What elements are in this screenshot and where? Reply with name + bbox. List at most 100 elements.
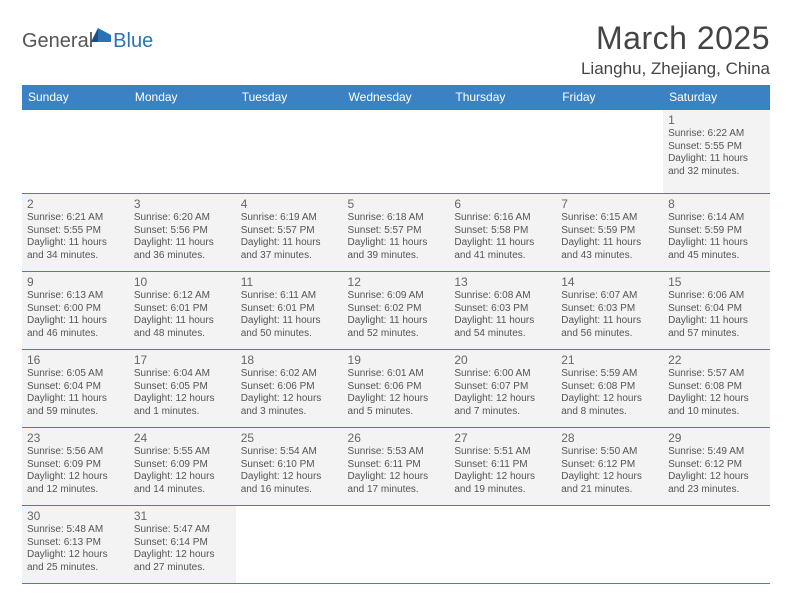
calendar-day-cell: 30Sunrise: 5:48 AMSunset: 6:13 PMDayligh… xyxy=(22,506,129,584)
calendar-day-cell: 5Sunrise: 6:18 AMSunset: 5:57 PMDaylight… xyxy=(343,194,450,272)
day-number: 4 xyxy=(241,197,338,211)
day-info: Sunrise: 5:51 AMSunset: 6:11 PMDaylight:… xyxy=(454,446,551,496)
day-number: 22 xyxy=(668,353,765,367)
day-info: Sunrise: 6:01 AMSunset: 6:06 PMDaylight:… xyxy=(348,368,445,418)
calendar-row: 30Sunrise: 5:48 AMSunset: 6:13 PMDayligh… xyxy=(22,506,770,584)
logo-text-general: General xyxy=(22,30,93,53)
calendar-empty-cell xyxy=(236,110,343,194)
day-info: Sunrise: 6:02 AMSunset: 6:06 PMDaylight:… xyxy=(241,368,338,418)
calendar-row: 1Sunrise: 6:22 AMSunset: 5:55 PMDaylight… xyxy=(22,110,770,194)
day-number: 24 xyxy=(134,431,231,445)
day-info: Sunrise: 5:48 AMSunset: 6:13 PMDaylight:… xyxy=(27,524,124,574)
day-info: Sunrise: 6:08 AMSunset: 6:03 PMDaylight:… xyxy=(454,290,551,340)
day-info: Sunrise: 6:12 AMSunset: 6:01 PMDaylight:… xyxy=(134,290,231,340)
calendar-empty-cell xyxy=(343,110,450,194)
calendar-day-cell: 27Sunrise: 5:51 AMSunset: 6:11 PMDayligh… xyxy=(449,428,556,506)
weekday-header: Thursday xyxy=(449,85,556,110)
day-info: Sunrise: 6:15 AMSunset: 5:59 PMDaylight:… xyxy=(561,212,658,262)
day-info: Sunrise: 5:50 AMSunset: 6:12 PMDaylight:… xyxy=(561,446,658,496)
day-number: 7 xyxy=(561,197,658,211)
day-number: 27 xyxy=(454,431,551,445)
day-number: 15 xyxy=(668,275,765,289)
day-number: 21 xyxy=(561,353,658,367)
day-number: 29 xyxy=(668,431,765,445)
calendar-empty-cell xyxy=(556,506,663,584)
day-number: 31 xyxy=(134,509,231,523)
calendar-empty-cell xyxy=(236,506,343,584)
day-info: Sunrise: 5:59 AMSunset: 6:08 PMDaylight:… xyxy=(561,368,658,418)
calendar-empty-cell xyxy=(343,506,450,584)
weekday-header: Saturday xyxy=(663,85,770,110)
day-info: Sunrise: 6:14 AMSunset: 5:59 PMDaylight:… xyxy=(668,212,765,262)
calendar-day-cell: 1Sunrise: 6:22 AMSunset: 5:55 PMDaylight… xyxy=(663,110,770,194)
day-info: Sunrise: 6:06 AMSunset: 6:04 PMDaylight:… xyxy=(668,290,765,340)
calendar-day-cell: 10Sunrise: 6:12 AMSunset: 6:01 PMDayligh… xyxy=(129,272,236,350)
calendar-day-cell: 28Sunrise: 5:50 AMSunset: 6:12 PMDayligh… xyxy=(556,428,663,506)
day-info: Sunrise: 6:20 AMSunset: 5:56 PMDaylight:… xyxy=(134,212,231,262)
day-info: Sunrise: 5:55 AMSunset: 6:09 PMDaylight:… xyxy=(134,446,231,496)
weekday-header: Tuesday xyxy=(236,85,343,110)
day-number: 1 xyxy=(668,113,765,127)
calendar-day-cell: 23Sunrise: 5:56 AMSunset: 6:09 PMDayligh… xyxy=(22,428,129,506)
day-info: Sunrise: 5:54 AMSunset: 6:10 PMDaylight:… xyxy=(241,446,338,496)
day-number: 11 xyxy=(241,275,338,289)
calendar-day-cell: 6Sunrise: 6:16 AMSunset: 5:58 PMDaylight… xyxy=(449,194,556,272)
day-number: 14 xyxy=(561,275,658,289)
day-info: Sunrise: 5:53 AMSunset: 6:11 PMDaylight:… xyxy=(348,446,445,496)
calendar-row: 9Sunrise: 6:13 AMSunset: 6:00 PMDaylight… xyxy=(22,272,770,350)
calendar-table: SundayMondayTuesdayWednesdayThursdayFrid… xyxy=(22,85,770,584)
calendar-row: 16Sunrise: 6:05 AMSunset: 6:04 PMDayligh… xyxy=(22,350,770,428)
day-number: 9 xyxy=(27,275,124,289)
day-number: 5 xyxy=(348,197,445,211)
weekday-header-row: SundayMondayTuesdayWednesdayThursdayFrid… xyxy=(22,85,770,110)
calendar-empty-cell xyxy=(663,506,770,584)
day-info: Sunrise: 6:18 AMSunset: 5:57 PMDaylight:… xyxy=(348,212,445,262)
calendar-day-cell: 31Sunrise: 5:47 AMSunset: 6:14 PMDayligh… xyxy=(129,506,236,584)
day-number: 12 xyxy=(348,275,445,289)
flag-icon xyxy=(91,26,113,47)
day-number: 10 xyxy=(134,275,231,289)
day-info: Sunrise: 5:56 AMSunset: 6:09 PMDaylight:… xyxy=(27,446,124,496)
day-number: 23 xyxy=(27,431,124,445)
day-number: 17 xyxy=(134,353,231,367)
calendar-day-cell: 18Sunrise: 6:02 AMSunset: 6:06 PMDayligh… xyxy=(236,350,343,428)
calendar-day-cell: 12Sunrise: 6:09 AMSunset: 6:02 PMDayligh… xyxy=(343,272,450,350)
day-info: Sunrise: 6:09 AMSunset: 6:02 PMDaylight:… xyxy=(348,290,445,340)
calendar-day-cell: 25Sunrise: 5:54 AMSunset: 6:10 PMDayligh… xyxy=(236,428,343,506)
calendar-empty-cell xyxy=(449,110,556,194)
calendar-day-cell: 29Sunrise: 5:49 AMSunset: 6:12 PMDayligh… xyxy=(663,428,770,506)
calendar-day-cell: 7Sunrise: 6:15 AMSunset: 5:59 PMDaylight… xyxy=(556,194,663,272)
logo-text-blue: Blue xyxy=(113,30,153,53)
day-info: Sunrise: 6:00 AMSunset: 6:07 PMDaylight:… xyxy=(454,368,551,418)
calendar-day-cell: 15Sunrise: 6:06 AMSunset: 6:04 PMDayligh… xyxy=(663,272,770,350)
calendar-row: 23Sunrise: 5:56 AMSunset: 6:09 PMDayligh… xyxy=(22,428,770,506)
day-number: 2 xyxy=(27,197,124,211)
day-info: Sunrise: 6:16 AMSunset: 5:58 PMDaylight:… xyxy=(454,212,551,262)
calendar-day-cell: 13Sunrise: 6:08 AMSunset: 6:03 PMDayligh… xyxy=(449,272,556,350)
calendar-empty-cell xyxy=(449,506,556,584)
header-row: General Blue March 2025 Lianghu, Zhejian… xyxy=(22,20,770,79)
day-info: Sunrise: 6:19 AMSunset: 5:57 PMDaylight:… xyxy=(241,212,338,262)
calendar-day-cell: 2Sunrise: 6:21 AMSunset: 5:55 PMDaylight… xyxy=(22,194,129,272)
title-block: March 2025 Lianghu, Zhejiang, China xyxy=(581,20,770,79)
day-number: 20 xyxy=(454,353,551,367)
day-info: Sunrise: 5:47 AMSunset: 6:14 PMDaylight:… xyxy=(134,524,231,574)
calendar-empty-cell xyxy=(556,110,663,194)
day-number: 3 xyxy=(134,197,231,211)
day-info: Sunrise: 5:57 AMSunset: 6:08 PMDaylight:… xyxy=(668,368,765,418)
calendar-body: 1Sunrise: 6:22 AMSunset: 5:55 PMDaylight… xyxy=(22,110,770,584)
day-info: Sunrise: 6:05 AMSunset: 6:04 PMDaylight:… xyxy=(27,368,124,418)
calendar-day-cell: 20Sunrise: 6:00 AMSunset: 6:07 PMDayligh… xyxy=(449,350,556,428)
calendar-day-cell: 24Sunrise: 5:55 AMSunset: 6:09 PMDayligh… xyxy=(129,428,236,506)
calendar-day-cell: 14Sunrise: 6:07 AMSunset: 6:03 PMDayligh… xyxy=(556,272,663,350)
calendar-empty-cell xyxy=(22,110,129,194)
day-number: 6 xyxy=(454,197,551,211)
calendar-empty-cell xyxy=(129,110,236,194)
weekday-header: Friday xyxy=(556,85,663,110)
day-number: 28 xyxy=(561,431,658,445)
day-number: 30 xyxy=(27,509,124,523)
calendar-day-cell: 17Sunrise: 6:04 AMSunset: 6:05 PMDayligh… xyxy=(129,350,236,428)
calendar-day-cell: 9Sunrise: 6:13 AMSunset: 6:00 PMDaylight… xyxy=(22,272,129,350)
day-number: 13 xyxy=(454,275,551,289)
day-number: 26 xyxy=(348,431,445,445)
